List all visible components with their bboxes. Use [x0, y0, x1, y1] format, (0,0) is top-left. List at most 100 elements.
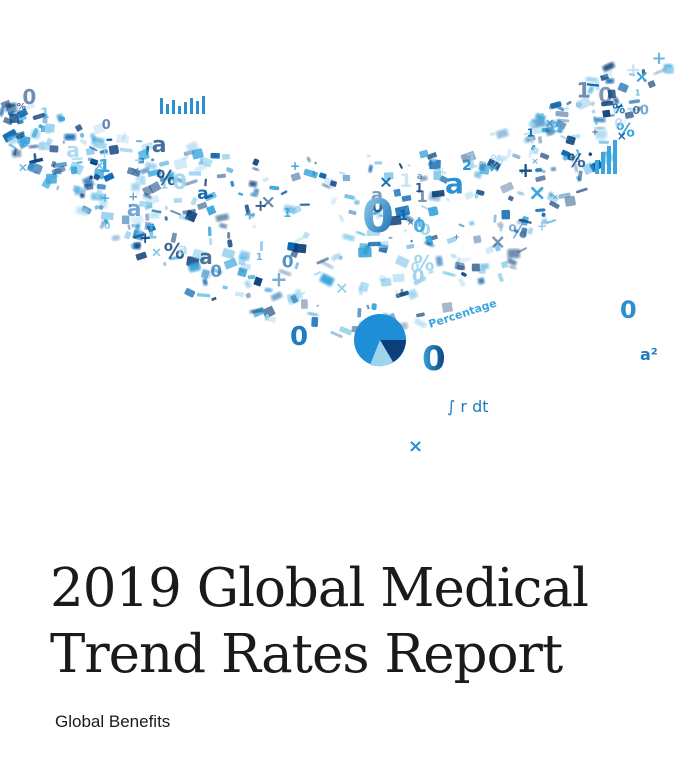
report-title-line-1: 2019 Global Medical	[50, 558, 589, 619]
data-particle	[543, 119, 558, 128]
data-glyph: ×	[545, 116, 555, 130]
data-particle	[426, 152, 438, 160]
data-particle	[314, 161, 317, 165]
svg-text:Percentage: Percentage	[427, 297, 498, 331]
data-particle	[517, 191, 525, 196]
data-particle	[339, 171, 346, 176]
data-particle	[311, 316, 319, 327]
data-particle	[484, 245, 495, 255]
data-particle	[313, 270, 322, 276]
data-particle	[401, 213, 414, 223]
data-particle	[58, 116, 66, 122]
data-particle	[7, 104, 20, 113]
data-particle	[477, 277, 485, 285]
data-glyph: 1	[161, 179, 169, 192]
data-particle	[74, 186, 81, 196]
data-particle	[244, 280, 252, 289]
data-particle	[238, 192, 244, 196]
data-particle	[450, 253, 457, 259]
data-particle	[446, 236, 457, 244]
data-particle	[331, 253, 341, 261]
data-particle	[269, 185, 280, 191]
data-particle	[227, 239, 233, 248]
data-particle	[75, 205, 90, 217]
data-glyph: a	[199, 245, 213, 269]
data-particle	[557, 128, 563, 133]
data-particle	[431, 189, 445, 198]
data-particle	[42, 113, 48, 124]
data-particle	[226, 167, 234, 174]
data-glyph: +	[270, 267, 288, 291]
data-particle	[253, 188, 260, 195]
data-particle	[344, 194, 355, 200]
data-glyph: %	[490, 153, 503, 168]
data-glyph: 0	[640, 104, 649, 119]
data-particle	[173, 197, 183, 203]
data-particle	[249, 308, 264, 314]
data-particle	[142, 185, 154, 197]
data-particle	[80, 138, 88, 145]
data-particle	[403, 228, 408, 233]
data-glyph: %	[164, 240, 185, 264]
data-glyph: %	[413, 251, 434, 275]
data-particle	[471, 263, 480, 272]
data-particle	[252, 167, 259, 171]
data-particle	[418, 149, 429, 159]
data-particle	[395, 255, 410, 269]
data-particle	[338, 214, 345, 223]
data-glyph: %	[508, 221, 527, 243]
data-particle	[270, 291, 283, 302]
data-particle	[367, 241, 381, 247]
data-particle	[294, 262, 300, 270]
data-particle	[8, 143, 16, 149]
data-glyph: 0	[420, 220, 431, 239]
data-particle	[251, 213, 255, 218]
data-particle	[330, 197, 337, 205]
data-particle	[194, 162, 208, 174]
data-particle	[479, 163, 490, 175]
data-particle	[388, 236, 393, 240]
data-particle	[151, 209, 162, 214]
data-particle	[182, 208, 196, 215]
data-particle	[461, 272, 467, 277]
data-glyph: %	[612, 103, 625, 118]
data-glyph: +	[563, 104, 570, 113]
data-particle	[44, 123, 56, 133]
data-particle	[165, 206, 168, 210]
data-particle	[624, 111, 634, 119]
data-particle	[441, 301, 453, 313]
data-particle	[538, 136, 543, 144]
data-particle	[294, 288, 303, 300]
data-particle	[244, 204, 251, 215]
data-particle	[94, 204, 100, 210]
data-particle	[592, 110, 596, 114]
data-particle	[563, 154, 573, 161]
data-particle	[136, 191, 139, 195]
data-particle	[291, 205, 302, 215]
data-particle	[40, 140, 45, 150]
data-particle	[138, 149, 150, 161]
svg-text:0: 0	[620, 296, 637, 324]
data-particle	[87, 157, 99, 164]
data-particle	[330, 331, 343, 339]
data-particle	[605, 78, 615, 84]
data-particle	[140, 167, 150, 175]
data-particle	[206, 205, 217, 216]
report-title-line-2: Trend Rates Report	[50, 624, 563, 685]
data-particle	[601, 100, 614, 107]
data-particle	[459, 257, 471, 262]
data-particle	[477, 160, 487, 171]
data-particle	[8, 113, 20, 124]
data-particle	[582, 162, 596, 175]
data-particle	[11, 149, 22, 158]
data-particle	[138, 200, 153, 208]
data-particle	[191, 148, 204, 160]
data-glyph: +	[100, 191, 110, 205]
data-glyph: +	[453, 233, 460, 242]
data-particle	[106, 138, 113, 142]
data-particle	[134, 223, 141, 233]
data-glyph: 1	[415, 181, 423, 195]
data-particle	[89, 175, 93, 180]
data-particle	[416, 312, 425, 318]
data-glyph: 1	[417, 187, 428, 206]
